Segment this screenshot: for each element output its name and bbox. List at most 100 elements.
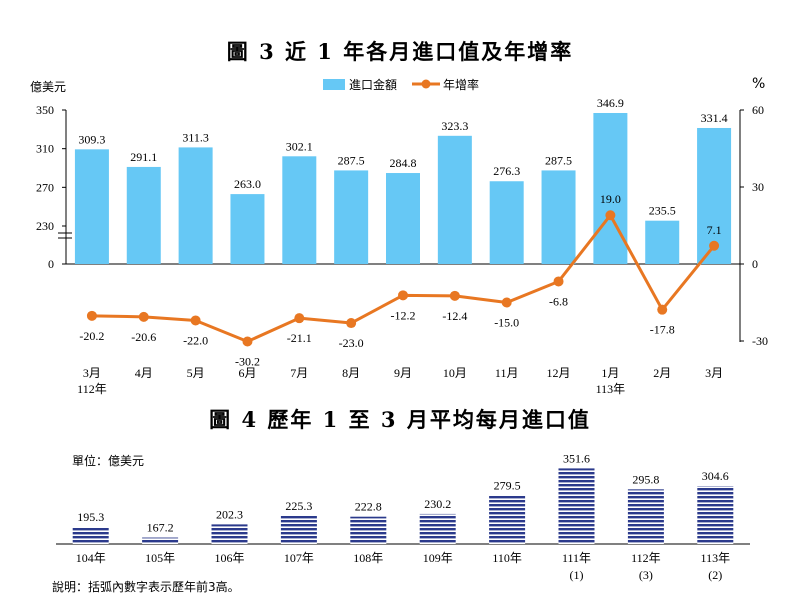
right-tick-label: 60 [752, 103, 764, 117]
bar-value-label: 222.8 [355, 500, 382, 514]
avg-import-bar [558, 468, 595, 544]
legend-bar-label: 進口金額 [349, 77, 397, 92]
month-label: 11月 [495, 366, 519, 380]
avg-import-bar [697, 486, 734, 544]
growth-rate-point [449, 290, 460, 301]
right-tick-label: -30 [752, 334, 768, 348]
left-tick-label: 350 [36, 103, 54, 117]
bar-value-label: 291.1 [130, 150, 157, 164]
bar-value-label: 279.5 [494, 478, 521, 492]
bar-value-label: 351.6 [563, 451, 590, 465]
growth-rate-label: -22.0 [183, 333, 208, 347]
left-tick-label: 230 [36, 219, 54, 233]
import-value-bar [645, 220, 680, 264]
chart3-title: 圖 3 近 1 年各月進口值及年增率 [226, 39, 574, 64]
bar-value-label: 295.8 [632, 472, 659, 486]
import-value-bar [489, 181, 524, 264]
year-label: 107年 [284, 551, 314, 565]
legend-line-label: 年增率 [443, 77, 479, 92]
chart4-title: 圖 4 歷年 1 至 3 月平均每月進口值 [209, 407, 591, 432]
month-label: 12月 [547, 366, 571, 380]
year-label: 104年 [76, 551, 106, 565]
year-label: 109年 [423, 551, 453, 565]
growth-rate-label: -30.2 [235, 355, 260, 369]
bar-value-label: 309.3 [78, 132, 105, 146]
legend-bar-swatch [323, 79, 345, 90]
growth-rate-label: -20.2 [79, 329, 104, 343]
growth-rate-point [346, 318, 357, 329]
month-label: 7月 [290, 366, 308, 380]
bar-value-label: 346.9 [597, 96, 624, 110]
growth-rate-label: -17.8 [650, 323, 675, 337]
growth-rate-point [86, 310, 97, 321]
bar-value-label: 323.3 [441, 119, 468, 133]
growth-rate-point [398, 290, 408, 301]
growth-rate-label: -21.1 [287, 331, 312, 345]
import-value-bar [541, 170, 576, 264]
growth-rate-point [553, 276, 564, 287]
month-label: 6月 [238, 366, 256, 380]
avg-import-bar [280, 515, 317, 544]
rank-label: (3) [639, 568, 653, 582]
import-value-bar [334, 170, 369, 264]
right-tick-label: 0 [752, 257, 758, 271]
growth-rate-label: -6.8 [549, 294, 568, 308]
chart4-unit: 單位：億美元 [72, 454, 145, 468]
growth-rate-label: 19.0 [600, 192, 621, 206]
year-label: 106年 [214, 551, 244, 565]
growth-rate-label: -20.6 [131, 330, 156, 344]
chart3-svg: 進口金額 年增率 0 230 270 310 350 60 30 0 -30 309.3 3月 11… [36, 77, 768, 396]
bar-value-label: 263.0 [234, 177, 261, 191]
growth-rate-point [605, 210, 616, 221]
month-label: 4月 [135, 366, 153, 380]
bar-value-label: 202.3 [216, 507, 243, 521]
right-tick-label: 30 [752, 180, 764, 194]
avg-import-bar [419, 513, 456, 544]
rank-label: (2) [708, 568, 722, 582]
growth-rate-label: -15.0 [494, 316, 519, 330]
month-label: 3月 [705, 366, 723, 380]
month-label: 3月 [83, 366, 101, 380]
bar-value-label: 225.3 [285, 499, 312, 513]
month-label: 9月 [394, 366, 412, 380]
bar-value-label: 331.4 [701, 111, 728, 125]
import-value-bar [386, 173, 420, 264]
bar-value-label: 235.5 [649, 204, 676, 218]
rank-label: (1) [570, 568, 584, 582]
bar-value-label: 195.3 [77, 510, 104, 524]
growth-rate-label: 7.1 [707, 223, 722, 237]
avg-import-bar [142, 537, 179, 544]
month-label: 2月 [653, 366, 671, 380]
import-value-bar [178, 147, 213, 264]
growth-rate-point [242, 336, 253, 347]
avg-import-bar [489, 495, 526, 544]
chart3-right-unit: % [752, 76, 766, 92]
bar-value-label: 167.2 [147, 521, 174, 535]
year-label: 110年 [492, 551, 522, 565]
footnote: 說明：括弧內數字表示歷年前3高。 [52, 580, 240, 594]
growth-rate-point [190, 315, 201, 326]
month-label: 1月 [601, 366, 619, 380]
import-value-bar [282, 156, 317, 264]
import-value-bar [74, 149, 109, 264]
growth-rate-label: -12.2 [391, 308, 416, 322]
import-value-bar [593, 112, 628, 264]
growth-rate-point [657, 304, 668, 315]
year-label: 111年 [562, 551, 591, 565]
avg-import-bar [350, 516, 387, 544]
bar-value-label: 311.3 [182, 130, 209, 144]
chart3-legend: 進口金額 年增率 [323, 77, 479, 92]
bar-value-label: 287.5 [545, 153, 572, 167]
month-label: 8月 [342, 366, 360, 380]
left-tick-label: 310 [36, 142, 54, 156]
import-value-bar [126, 166, 161, 264]
year-label: 112年 [631, 551, 661, 565]
chart3-left-unit: 億美元 [30, 80, 67, 94]
import-value-bar [230, 194, 265, 264]
bar-value-label: 230.2 [424, 497, 451, 511]
legend-line-marker [421, 79, 431, 89]
avg-import-bar [627, 489, 664, 544]
avg-import-bar [211, 524, 248, 544]
growth-rate-point [294, 313, 305, 324]
growth-rate-point [709, 240, 720, 251]
